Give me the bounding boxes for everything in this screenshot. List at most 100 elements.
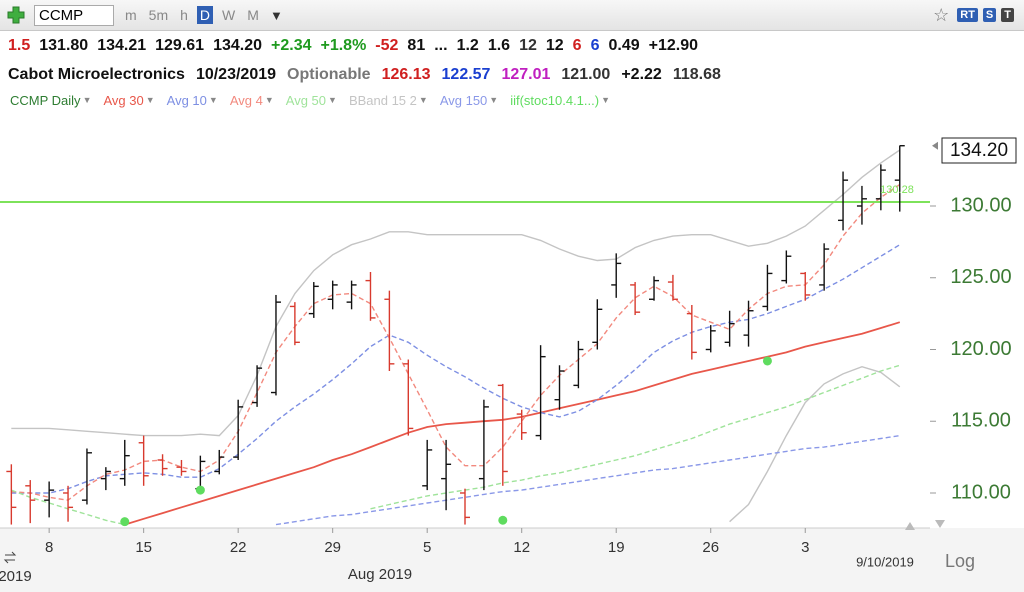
period-button[interactable]: m <box>125 7 137 23</box>
details-item: 122.57 <box>441 66 491 83</box>
band-line <box>11 149 901 437</box>
period-button[interactable]: D <box>196 6 214 24</box>
badge[interactable]: S <box>982 8 997 22</box>
legend-item[interactable]: Avg 30 ▼ <box>103 93 154 108</box>
period-button[interactable]: M <box>247 7 259 23</box>
details-item: 127.01 <box>501 66 551 83</box>
moving-average <box>11 364 901 526</box>
signal-dot <box>195 485 205 495</box>
legend-label: Avg 30 <box>103 92 144 108</box>
log-button[interactable]: Log <box>945 551 975 571</box>
legend-label: CCMP Daily <box>10 92 81 108</box>
quote-item: 6 <box>590 37 600 54</box>
x-tick-label: 22 <box>230 539 247 556</box>
quote-item: 1.6 <box>487 37 511 54</box>
legend-item[interactable]: iif(stoc10.4.1...) ▼ <box>510 93 610 108</box>
legend-caret: ▼ <box>328 95 337 105</box>
last-price: 134.20 <box>950 140 1008 161</box>
price-box <box>941 137 1017 164</box>
quote-item: 1.2 <box>456 37 479 54</box>
period-label: 2019 <box>0 568 32 585</box>
legend-caret: ▼ <box>264 95 274 105</box>
moving-average <box>11 183 901 501</box>
y-tick-label: 115.00 <box>951 410 1011 432</box>
quote-item: 81 <box>407 37 426 54</box>
legend-item[interactable]: BBand 15 2 ▼ <box>349 93 428 108</box>
y-tick-label: 130.00 <box>950 194 1011 216</box>
legend-item[interactable]: Avg 150 ▼ <box>440 93 498 108</box>
details-item: Optionable <box>287 66 371 83</box>
scroll-arrow[interactable] <box>905 522 915 530</box>
symbol-box[interactable]: CCMP <box>34 4 114 26</box>
badge[interactable]: RT <box>957 8 978 22</box>
signal-dot <box>498 515 508 525</box>
menu-caret[interactable]: ▼ <box>269 7 283 23</box>
band-line <box>729 365 901 523</box>
period-button[interactable]: h <box>180 7 188 23</box>
x-tick-label: 5 <box>423 539 431 556</box>
scroll-arrow[interactable] <box>935 520 945 528</box>
y-tick-label: 125.00 <box>950 266 1011 288</box>
reset-icon[interactable] <box>3 551 17 564</box>
badge[interactable]: T <box>1001 8 1014 22</box>
price-line-label: 130.28 <box>880 184 914 196</box>
x-tick-label: 29 <box>324 539 341 556</box>
legend-caret: ▼ <box>418 95 428 105</box>
legend-item[interactable]: Avg 50 ▼ <box>286 93 337 108</box>
x-tick-label: 26 <box>702 539 719 556</box>
quote-item: 134.21 <box>97 37 147 54</box>
axis-area <box>0 528 1024 592</box>
legend-caret: ▼ <box>601 95 610 105</box>
period-button[interactable]: 5m <box>148 7 169 23</box>
quote-item: 134.20 <box>213 37 262 54</box>
legend-label: Avg 50 <box>285 92 327 108</box>
legend-label: Avg 150 <box>439 92 488 108</box>
quote-line: 1.5 131.80 134.21 129.61 134.20 +2.34 +1.8% -52… <box>0 32 1024 60</box>
quote-item: 12 <box>545 37 564 54</box>
quote-item: +1.8% <box>320 37 367 54</box>
x-tick-label: 15 <box>135 539 152 556</box>
legend-item[interactable]: CCMP Daily ▼ <box>10 93 91 108</box>
quote-item: 131.80 <box>39 37 89 54</box>
legend-label: iif(stoc10.4.1...) <box>510 92 600 108</box>
legend-label: Avg 4 <box>229 92 263 108</box>
date-label: 9/10/2019 <box>856 554 914 569</box>
quote-item: +12.90 <box>648 37 698 54</box>
legend-item[interactable]: Avg 4 ▼ <box>230 93 274 108</box>
details-item: 118.68 <box>672 66 721 83</box>
badges: RT S T <box>957 8 1014 22</box>
details-item: 10/23/2019 <box>195 66 277 83</box>
legend-caret: ▼ <box>145 95 155 105</box>
moving-average <box>124 321 901 526</box>
last-price-marker <box>932 141 938 150</box>
details-item: 126.13 <box>381 66 431 83</box>
star-icon[interactable]: ☆ <box>933 4 950 25</box>
legend-caret: ▼ <box>489 95 499 105</box>
x-tick-label: 19 <box>608 539 625 556</box>
quote-item: 12 <box>519 37 537 54</box>
periods: m 5m h D W M <box>122 6 262 24</box>
legend-caret: ▼ <box>208 95 218 105</box>
period-label: Aug 2019 <box>348 566 412 583</box>
add-icon[interactable] <box>6 5 26 25</box>
signal-dot <box>120 517 130 527</box>
quote-item: 1.5 <box>8 37 31 54</box>
quote-item: 129.61 <box>155 37 205 54</box>
quote-item: -52 <box>375 37 399 54</box>
y-tick-label: 120.00 <box>950 338 1011 360</box>
toolbar: CCMP m 5m h D W M ▼ ☆ RT S T <box>0 0 1024 31</box>
legend-label: BBand 15 2 <box>348 92 417 108</box>
period-button[interactable]: W <box>222 7 236 23</box>
legend: CCMP Daily ▼ Avg 30 ▼ Avg 10 ▼ Avg 4 ▼ Avg 50 ▼ BB… <box>0 89 1024 111</box>
moving-average <box>11 244 901 494</box>
legend-item[interactable]: Avg 10 ▼ <box>167 93 218 108</box>
quote-item: +2.34 <box>271 37 312 54</box>
quote-item: ... <box>434 37 448 54</box>
quote-item: 0.49 <box>608 37 640 54</box>
details-item: Cabot Microelectronics <box>8 66 185 83</box>
signal-dot <box>762 356 772 366</box>
quote-item: 6 <box>572 37 582 54</box>
plot <box>0 145 930 527</box>
